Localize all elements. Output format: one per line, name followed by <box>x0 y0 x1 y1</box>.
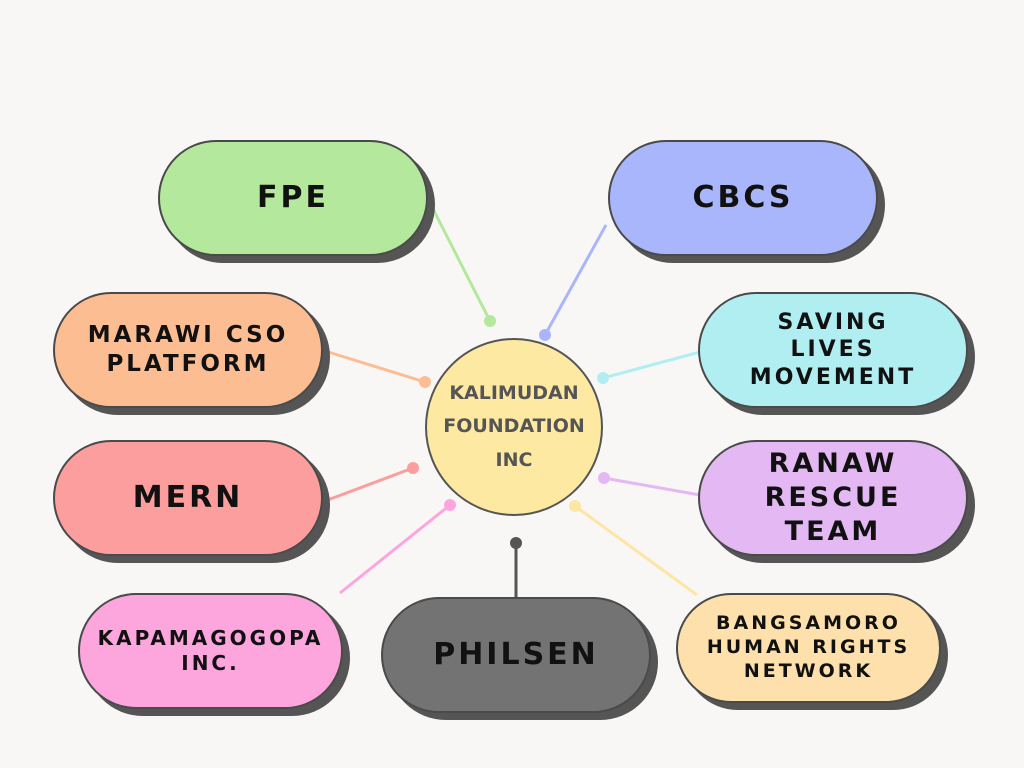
connector-line-cbcs <box>543 224 608 336</box>
node-kapamagogopa-inc: KAPAMAGOGOPA INC. <box>78 593 343 709</box>
node-saving-lives-movement: SAVING LIVES MOVEMENT <box>698 292 968 408</box>
connector-dot-saving <box>597 372 609 384</box>
node-marawi-cso-platform-label: MARAWI CSO PLATFORM <box>87 322 289 377</box>
connector-dot-bangsamoro <box>569 500 581 512</box>
node-mern-label: MERN <box>132 480 244 516</box>
connector-line-ranaw <box>603 476 701 497</box>
connector-dot-kapamagogopa <box>444 499 456 511</box>
connector-line-saving <box>602 350 701 380</box>
node-marawi-cso-platform: MARAWI CSO PLATFORM <box>53 292 323 408</box>
connector-dot-marawi <box>419 376 431 388</box>
node-bangsamoro-human-rights-network: BANGSAMORO HUMAN RIGHTS NETWORK <box>676 593 941 703</box>
node-saving-lives-movement-label: SAVING LIVES MOVEMENT <box>749 309 917 390</box>
node-cbcs-label: CBCS <box>692 180 794 216</box>
node-mern: MERN <box>53 440 323 556</box>
node-ranaw-rescue-team-label: RANAW RESCUE TEAM <box>764 448 902 547</box>
connector-dot-mern <box>407 462 419 474</box>
node-cbcs: CBCS <box>608 140 878 256</box>
node-fpe-label: FPE <box>257 180 329 216</box>
node-kapamagogopa-inc-label: KAPAMAGOGOPA INC. <box>97 626 324 675</box>
node-philsen: PHILSEN <box>381 597 651 713</box>
connector-dot-philsen <box>510 537 522 549</box>
node-philsen-label: PHILSEN <box>433 637 599 673</box>
center-node-kalimudan-foundation: KALIMUDAN FOUNDATION INC <box>425 338 603 516</box>
center-node-label: KALIMUDAN FOUNDATION INC <box>443 382 585 471</box>
connector-dot-cbcs <box>539 329 551 341</box>
connector-line-mern <box>324 466 414 503</box>
connector-line-marawi <box>324 349 426 384</box>
connector-line-bangsamoro <box>574 504 698 597</box>
connector-dot-fpe <box>484 315 496 327</box>
node-fpe: FPE <box>158 140 428 256</box>
node-ranaw-rescue-team: RANAW RESCUE TEAM <box>698 440 968 556</box>
node-bangsamoro-human-rights-network-label: BANGSAMORO HUMAN RIGHTS NETWORK <box>706 612 911 682</box>
connector-line-kapamagogopa <box>339 503 451 595</box>
connector-dot-ranaw <box>598 472 610 484</box>
connector-line-fpe <box>428 202 492 322</box>
